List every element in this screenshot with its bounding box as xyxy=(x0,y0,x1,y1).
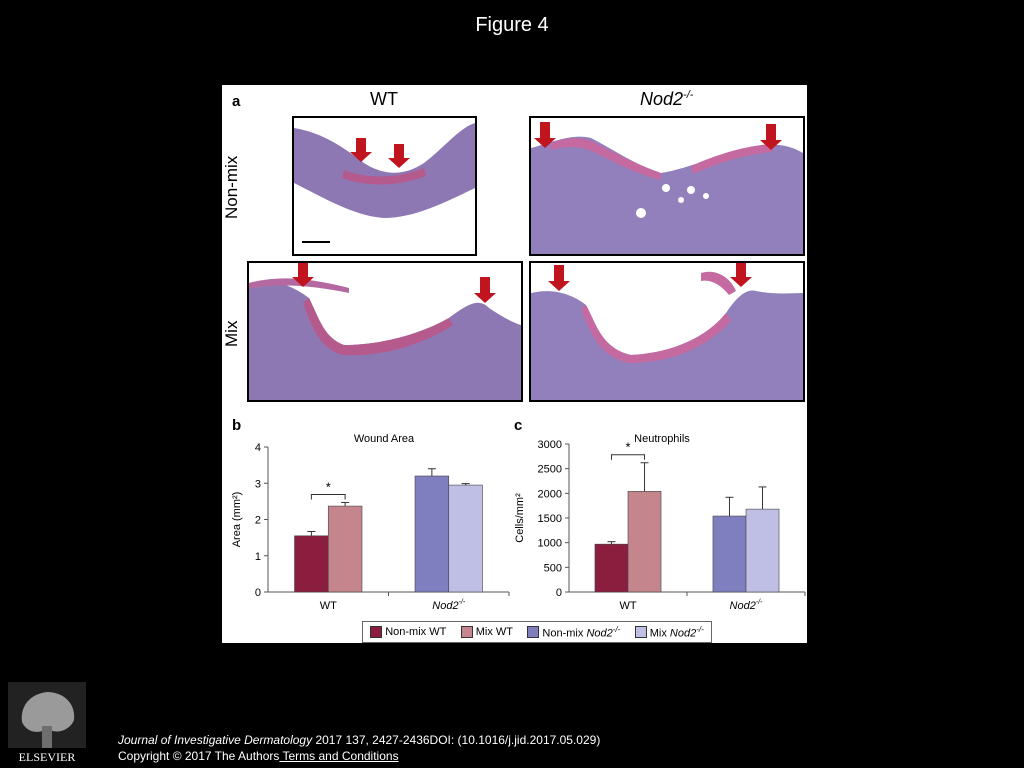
legend-label: Non-mix Nod2-/- xyxy=(542,624,621,640)
y-tick-label: 0 xyxy=(556,587,562,599)
figure-panel: a WT Nod2-/- Non-mix Mix xyxy=(222,85,807,643)
row-label-nonmix: Non-mix xyxy=(222,155,241,219)
column-label-wt: WT xyxy=(370,89,398,109)
legend-item-mix-wt: Mix WT xyxy=(460,626,513,638)
legend-swatch xyxy=(370,626,383,638)
y-tick-label: 2500 xyxy=(538,464,562,476)
x-tick-label: WT xyxy=(619,600,636,612)
x-tick-label: Nod2-/- xyxy=(432,599,466,612)
y-tick-label: 3 xyxy=(255,478,261,490)
bar xyxy=(414,475,450,593)
y-tick-label: 0 xyxy=(255,587,261,599)
copyright-line: Copyright © 2017 The Authors Terms and C… xyxy=(118,749,399,763)
legend-label: Non-mix WT xyxy=(385,626,447,638)
journal-citation: Journal of Investigative Dermatology 201… xyxy=(118,733,601,747)
panel-a-letter: a xyxy=(232,93,241,110)
panel-b-letter: b xyxy=(232,417,242,434)
y-tick-label: 2000 xyxy=(538,488,562,500)
histology-image-wt-mix xyxy=(247,261,523,402)
bar xyxy=(627,491,662,593)
chart-title: Wound Area xyxy=(354,433,415,445)
x-tick-label: Nod2-/- xyxy=(730,599,764,612)
bar xyxy=(294,535,329,593)
legend-label: Mix WT xyxy=(475,626,513,638)
histology-image-nod2-nonmix xyxy=(529,116,805,256)
bar xyxy=(327,505,363,593)
y-tick-label: 4 xyxy=(255,442,261,454)
y-tick-label: 3000 xyxy=(538,439,562,451)
legend-item-nonmix-nod2: Non-mix Nod2-/- xyxy=(527,624,621,640)
page-title: Figure 4 xyxy=(475,14,549,36)
chart-title: Neutrophils xyxy=(634,433,690,445)
bar xyxy=(745,508,780,593)
y-axis-label: Cells/mm² xyxy=(514,493,526,543)
y-axis-label: Area (mm²) xyxy=(231,492,243,548)
x-tick-label: WT xyxy=(320,600,337,612)
elsevier-logo: ELSEVIER xyxy=(8,682,86,764)
legend-label: Mix Nod2-/- xyxy=(649,624,704,640)
legend-swatch xyxy=(460,626,473,638)
y-tick-label: 1000 xyxy=(538,538,562,550)
significance-marker: * xyxy=(326,479,331,494)
y-tick-label: 500 xyxy=(544,562,562,574)
legend-item-nonmix-wt: Non-mix WT xyxy=(370,626,446,638)
y-tick-label: 1 xyxy=(255,551,261,563)
significance-bracket xyxy=(610,454,646,460)
chart-legend: Non-mix WT Mix WT Non-mix Nod2-/- Mix No… xyxy=(362,621,712,643)
histology-image-nod2-mix xyxy=(529,261,805,402)
y-tick-label: 2 xyxy=(255,515,261,527)
panel-c-letter: c xyxy=(514,417,523,434)
bar xyxy=(712,515,747,593)
publisher-name: ELSEVIER xyxy=(19,750,76,764)
legend-item-mix-nod2: Mix Nod2-/- xyxy=(634,624,704,640)
row-label-mix: Mix xyxy=(222,320,241,347)
legend-swatch xyxy=(634,626,647,638)
bar xyxy=(594,543,629,593)
significance-marker: * xyxy=(625,440,630,455)
y-tick-label: 1500 xyxy=(538,513,562,525)
legend-swatch xyxy=(527,626,540,638)
wound-area-chart: Wound Area Area (mm²) 0 1 2 3 4 WT Nod2-/- * xyxy=(231,433,510,612)
bar xyxy=(448,484,483,593)
neutrophils-chart: Neutrophils Cells/mm² 0 500 1000 1500 2000 2500… xyxy=(514,433,806,612)
terms-link[interactable]: Terms and Conditions xyxy=(279,749,399,763)
column-label-nod2: Nod2-/- xyxy=(640,89,694,109)
histology-image-wt-nonmix xyxy=(292,116,477,256)
significance-bracket xyxy=(310,493,346,500)
